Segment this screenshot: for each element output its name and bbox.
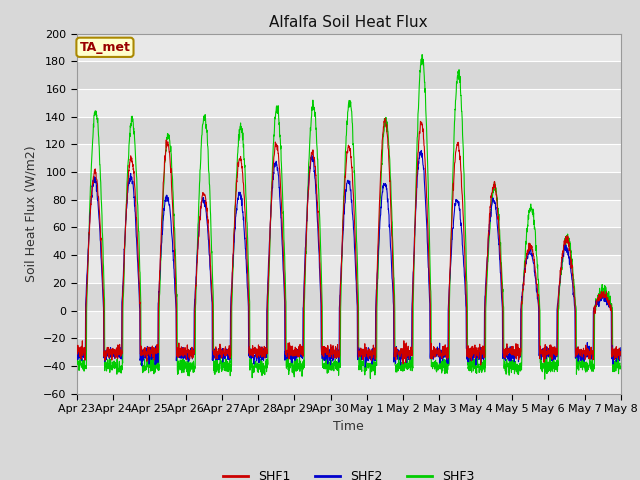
Line: SHF1: SHF1 [77,118,621,365]
SHF3 [225,360,232,366]
Bar [77,255,621,283]
Bar [77,283,621,311]
SHF3 [541,376,548,382]
SHF3 [584,365,592,371]
SHF3 [73,358,81,364]
SHF2 [376,213,384,218]
SHF2 [417,147,425,153]
SHF3 [419,52,426,58]
SHF1 [381,115,389,121]
X-axis label: Time: Time [333,420,364,432]
Bar [77,61,621,89]
Line: SHF2: SHF2 [77,150,621,367]
SHF1 [584,352,592,358]
SHF2 [225,351,232,357]
SHF1 [570,283,577,289]
Line: SHF3: SHF3 [77,55,621,379]
Bar [77,144,621,172]
SHF1 [617,351,625,357]
Bar [77,228,621,255]
SHF1 [365,347,372,353]
Bar [77,200,621,228]
Y-axis label: Soil Heat Flux (W/m2): Soil Heat Flux (W/m2) [24,145,37,282]
SHF1 [225,351,232,357]
SHF3 [617,365,625,371]
SHF3 [365,364,372,370]
SHF1 [73,350,81,356]
SHF2 [365,352,372,358]
SHF1 [508,348,515,354]
SHF2 [584,354,592,360]
SHF3 [507,364,515,370]
SHF2 [570,292,577,298]
Bar [77,366,621,394]
SHF1 [477,362,484,368]
SHF2 [508,349,515,355]
Bar [77,89,621,117]
SHF2 [362,364,369,370]
SHF3 [376,196,384,202]
SHF1 [376,184,384,190]
Title: Alfalfa Soil Heat Flux: Alfalfa Soil Heat Flux [269,15,428,30]
Text: TA_met: TA_met [79,41,131,54]
Legend: SHF1, SHF2, SHF3: SHF1, SHF2, SHF3 [218,465,480,480]
Bar [77,34,621,61]
SHF3 [570,272,577,277]
Bar [77,311,621,338]
Bar [77,338,621,366]
Bar [77,172,621,200]
Bar [77,117,621,144]
SHF2 [617,345,625,350]
SHF2 [73,351,81,357]
